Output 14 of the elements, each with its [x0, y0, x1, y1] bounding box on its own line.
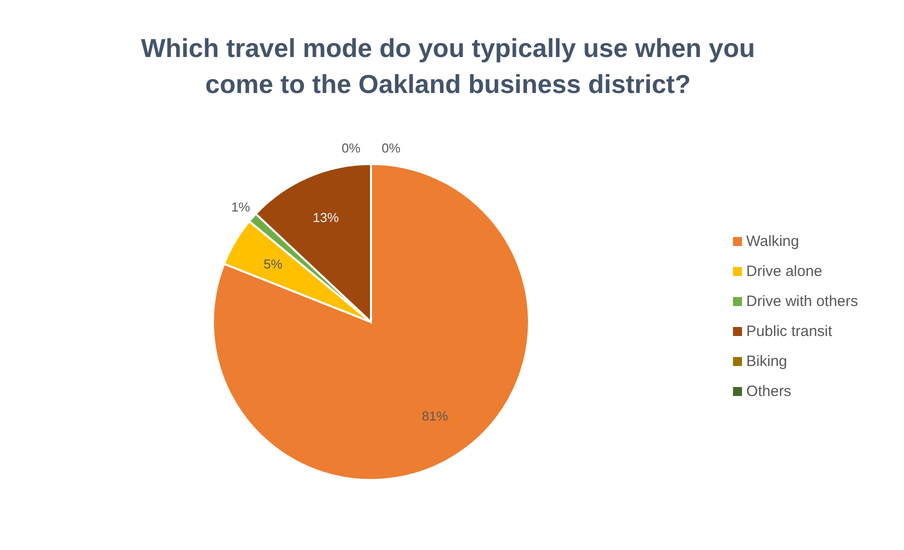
- pie-slice: [212, 163, 530, 481]
- legend-label: Drive alone: [746, 263, 822, 280]
- text: 0%: [342, 140, 360, 156]
- legend-label: Biking: [746, 353, 788, 370]
- legend-label: Public transit: [746, 323, 832, 340]
- chart-title: Which travel mode do you typically use when you come to the Oakland business district?: [140, 32, 756, 101]
- data-label: 5%: [264, 256, 283, 272]
- legend-label: Drive with others: [746, 293, 858, 310]
- data-label: 1%: [231, 200, 250, 215]
- data-label: 81%: [422, 408, 448, 424]
- legend-label: Walking: [746, 233, 800, 250]
- legend-label: Others: [746, 383, 792, 400]
- text: 0%: [382, 140, 400, 156]
- data-label: 13%: [312, 210, 340, 226]
